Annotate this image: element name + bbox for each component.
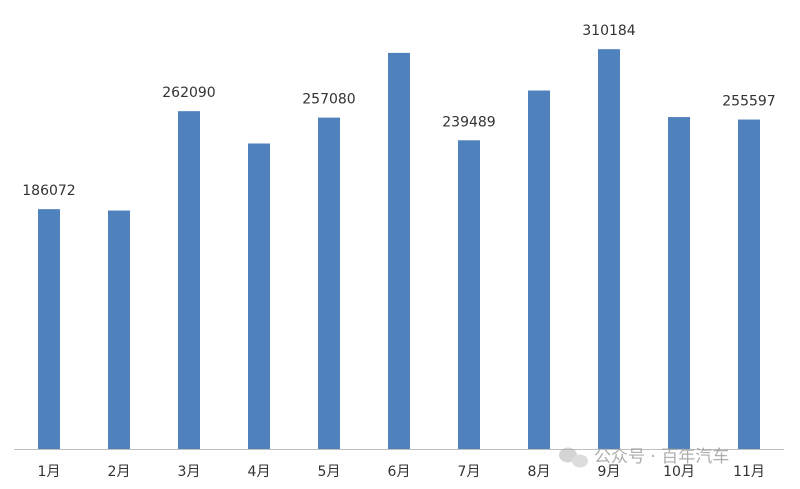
bar (738, 119, 760, 449)
x-tick-label: 11月 (733, 464, 765, 480)
x-tick-label: 5月 (318, 464, 341, 480)
x-tick-label: 2月 (108, 464, 131, 480)
x-tick-label: 1月 (38, 464, 61, 480)
bar (528, 90, 550, 449)
data-label: 262090 (162, 85, 215, 101)
data-label: 255597 (722, 94, 775, 110)
x-tick-label: 7月 (458, 464, 481, 480)
data-label: 239489 (442, 114, 495, 130)
watermark-icon (559, 447, 588, 468)
data-label: 310184 (582, 23, 636, 39)
x-tick-label: 3月 (178, 464, 201, 480)
bar (178, 111, 200, 450)
bar (458, 140, 480, 449)
bar (598, 49, 620, 449)
bar (38, 209, 60, 449)
x-tick-label: 6月 (388, 464, 411, 480)
bar (318, 117, 340, 450)
x-tick-label: 9月 (598, 464, 621, 480)
data-label: 186072 (22, 183, 75, 199)
x-tick-label: 8月 (528, 464, 551, 480)
bar (248, 143, 270, 450)
bar (108, 210, 130, 449)
data-label: 257080 (302, 92, 355, 108)
x-tick-label: 10月 (663, 464, 695, 480)
watermark: 公众号 · 百年汽车 (594, 447, 729, 467)
x-tick-label: 4月 (248, 464, 271, 480)
bar (668, 117, 690, 449)
bar (388, 52, 410, 449)
